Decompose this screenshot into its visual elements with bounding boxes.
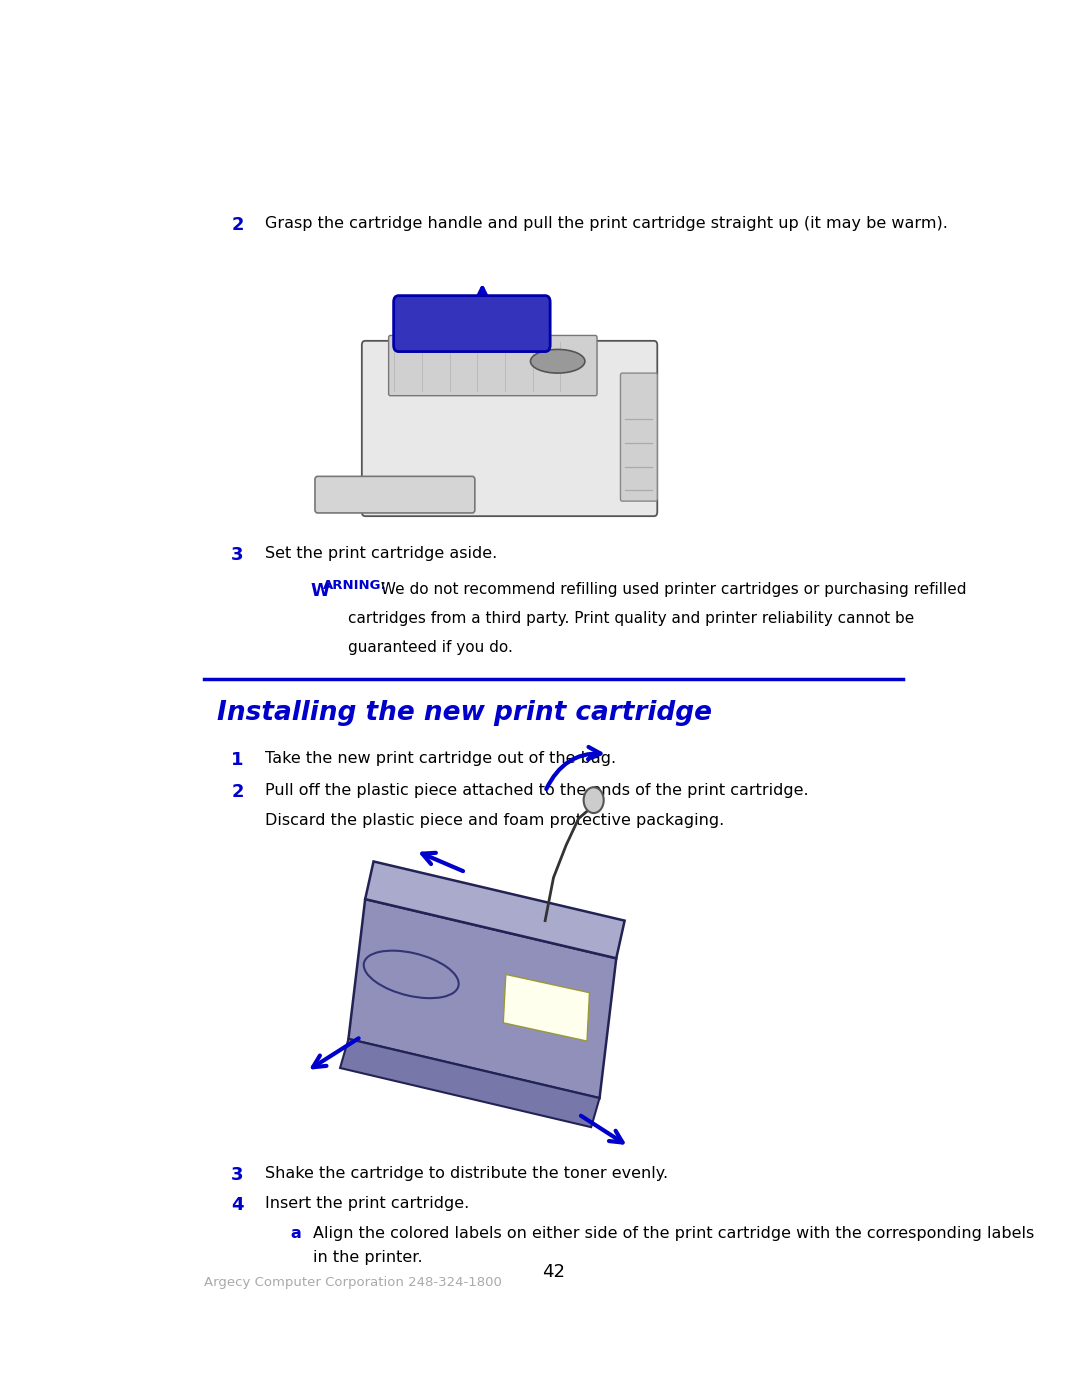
Text: cartridges from a third party. Print quality and printer reliability cannot be: cartridges from a third party. Print qua… bbox=[349, 610, 915, 626]
Text: 2: 2 bbox=[231, 217, 244, 235]
Text: Shake the cartridge to distribute the toner evenly.: Shake the cartridge to distribute the to… bbox=[265, 1166, 667, 1180]
Text: a: a bbox=[291, 1227, 301, 1241]
Ellipse shape bbox=[530, 349, 585, 373]
Text: Installing the new print cartridge: Installing the new print cartridge bbox=[217, 700, 712, 726]
FancyBboxPatch shape bbox=[620, 373, 658, 502]
Text: 3: 3 bbox=[231, 546, 244, 564]
Text: We do not recommend refilling used printer cartridges or purchasing refilled: We do not recommend refilling used print… bbox=[376, 581, 967, 597]
FancyBboxPatch shape bbox=[393, 296, 550, 352]
FancyBboxPatch shape bbox=[389, 335, 597, 395]
Polygon shape bbox=[503, 975, 590, 1041]
Circle shape bbox=[583, 788, 604, 813]
Text: Discard the plastic piece and foam protective packaging.: Discard the plastic piece and foam prote… bbox=[265, 813, 724, 828]
Text: Pull off the plastic piece attached to the ends of the print cartridge.: Pull off the plastic piece attached to t… bbox=[265, 782, 808, 798]
Text: guaranteed if you do.: guaranteed if you do. bbox=[349, 640, 513, 655]
Text: 2: 2 bbox=[231, 782, 244, 800]
Text: 3: 3 bbox=[231, 1166, 244, 1183]
Text: W: W bbox=[311, 581, 329, 599]
Text: ARNING:: ARNING: bbox=[323, 578, 388, 591]
Text: Grasp the cartridge handle and pull the print cartridge straight up (it may be w: Grasp the cartridge handle and pull the … bbox=[265, 217, 947, 231]
Text: Take the new print cartridge out of the bag.: Take the new print cartridge out of the … bbox=[265, 750, 616, 766]
Polygon shape bbox=[349, 900, 617, 1098]
Polygon shape bbox=[365, 862, 624, 958]
Polygon shape bbox=[340, 1039, 599, 1127]
FancyBboxPatch shape bbox=[362, 341, 658, 515]
Text: PRINT
CART: PRINT CART bbox=[516, 990, 535, 1002]
Text: Set the print cartridge aside.: Set the print cartridge aside. bbox=[265, 546, 497, 562]
Text: 4: 4 bbox=[231, 1196, 244, 1214]
Text: in the printer.: in the printer. bbox=[313, 1250, 423, 1264]
Text: Align the colored labels on either side of the print cartridge with the correspo: Align the colored labels on either side … bbox=[313, 1227, 1035, 1241]
Text: 42: 42 bbox=[542, 1263, 565, 1281]
Text: 1: 1 bbox=[231, 750, 244, 768]
Text: Argecy Computer Corporation 248-324-1800: Argecy Computer Corporation 248-324-1800 bbox=[204, 1275, 502, 1288]
FancyBboxPatch shape bbox=[315, 476, 475, 513]
Text: Insert the print cartridge.: Insert the print cartridge. bbox=[265, 1196, 469, 1211]
